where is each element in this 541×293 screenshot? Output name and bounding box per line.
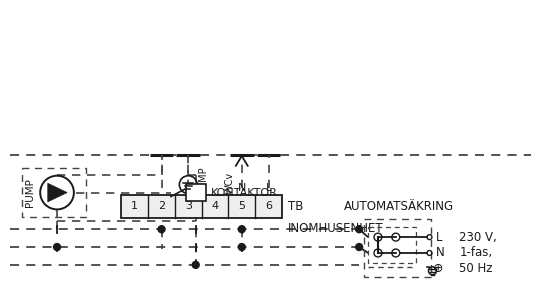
Bar [368, 227, 415, 263]
Text: 4: 4 [212, 201, 219, 212]
Circle shape [192, 261, 199, 268]
Polygon shape [48, 183, 67, 202]
Text: 2: 2 [158, 201, 165, 212]
Text: 1-fas,: 1-fas, [459, 246, 492, 260]
Circle shape [238, 243, 245, 251]
Text: AUTOMATSÄKRING: AUTOMATSÄKRING [344, 200, 454, 213]
Circle shape [158, 226, 165, 233]
Text: WCv: WCv [225, 171, 234, 194]
Bar [364, 219, 432, 277]
Text: 1: 1 [131, 201, 138, 212]
Text: 3: 3 [185, 201, 192, 212]
Text: N: N [237, 183, 246, 193]
Bar [121, 195, 282, 218]
Text: INOMHUSENHET: INOMHUSENHET [288, 222, 384, 235]
Bar [22, 168, 86, 217]
Text: KONTAKTOR: KONTAKTOR [210, 188, 278, 197]
Text: L: L [436, 231, 442, 244]
Text: TB: TB [288, 200, 303, 213]
Bar [186, 184, 206, 202]
Text: ⊕: ⊕ [432, 262, 443, 275]
Text: L: L [266, 183, 272, 193]
Text: N: N [436, 246, 444, 260]
Text: 50 Hz: 50 Hz [459, 262, 493, 275]
Text: PUMP: PUMP [197, 166, 208, 194]
Text: PUMP: PUMP [25, 178, 35, 207]
Text: 6: 6 [265, 201, 272, 212]
Circle shape [355, 243, 362, 251]
Circle shape [54, 243, 61, 251]
Circle shape [238, 226, 245, 233]
Text: 5: 5 [238, 201, 245, 212]
Circle shape [355, 226, 362, 233]
Text: 230 V,: 230 V, [459, 231, 497, 244]
